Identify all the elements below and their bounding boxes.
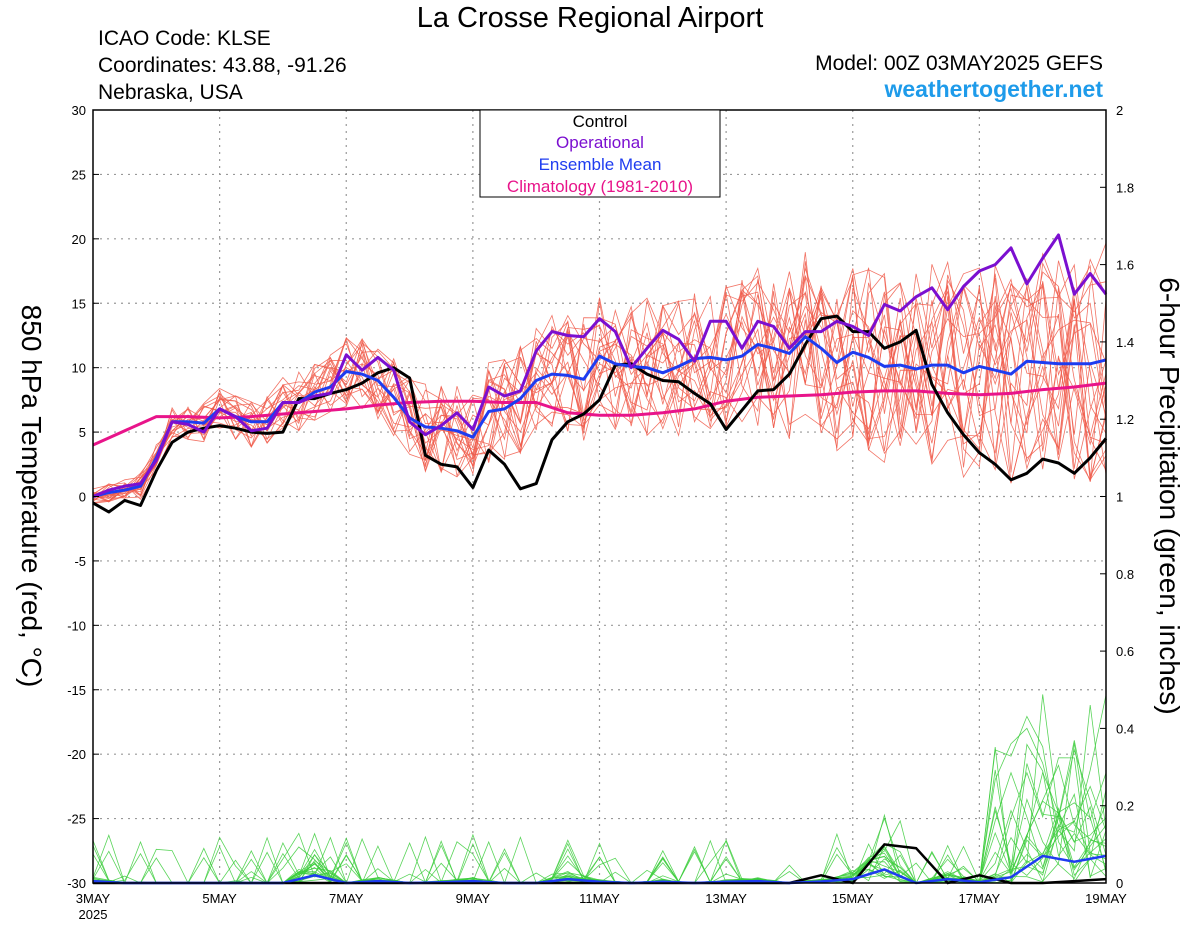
x-year-label: 2025: [79, 907, 108, 922]
temperature-ensemble-mean-line: [92, 335, 1107, 498]
axis-ticks: -30 -25 -20 -15 -10 -5 0 5 10 15 20 25 30 0 0.2 0.4 0.6 0…: [67, 103, 1134, 906]
temperature-member-line: [92, 258, 1107, 496]
x-tick-label: 7MAY: [329, 891, 364, 906]
legend-ensemble-mean: Ensemble Mean: [539, 155, 662, 174]
y2-tick-label: 2: [1116, 103, 1123, 118]
x-tick-label: 11MAY: [579, 891, 620, 906]
x-tick-label: 13MAY: [705, 891, 747, 906]
y2-tick-label: 1.2: [1116, 412, 1134, 427]
y-tick-label: -25: [67, 812, 86, 827]
y-tick-label: 5: [79, 425, 86, 440]
y2-tick-label: 1: [1116, 490, 1123, 505]
legend-operational: Operational: [556, 133, 644, 152]
y2-axis-label: 6-hour Precipitation (green, inches): [1154, 277, 1185, 714]
chart-title: La Crosse Regional Airport: [416, 2, 764, 34]
precipitation-member-line: [92, 694, 1107, 884]
y-tick-label: -10: [67, 618, 86, 633]
y-tick-label: 0: [79, 490, 86, 505]
y-tick-label: 15: [72, 296, 86, 311]
y2-tick-label: 1.4: [1116, 335, 1134, 350]
y-tick-label: 25: [72, 167, 86, 182]
temperature-climatology-line: [92, 381, 1107, 447]
legend-box: [479, 109, 721, 198]
y-tick-label: -5: [74, 554, 86, 569]
legend: Control Operational Ensemble Mean Climat…: [479, 109, 721, 198]
precipitation-member-line: [92, 704, 1107, 884]
coordinates: Coordinates: 43.88, -91.26: [98, 54, 347, 77]
temperature-control-line: [92, 314, 1108, 514]
y-tick-label: -30: [67, 876, 86, 891]
y2-tick-label: 0.4: [1116, 721, 1134, 736]
precipitation-member-line: [92, 694, 1107, 884]
temperature-member-line: [92, 260, 1107, 495]
legend-climatology: Climatology (1981-2010): [507, 177, 693, 196]
icao-code: ICAO Code: KLSE: [98, 27, 271, 50]
location: Nebraska, USA: [98, 81, 243, 104]
y-axis-label: 850 hPa Temperature (red, °C): [16, 305, 47, 688]
x-tick-label: 17MAY: [959, 891, 1001, 906]
temperature-member-line: [92, 271, 1107, 504]
legend-control: Control: [573, 112, 628, 131]
x-tick-label: 9MAY: [456, 891, 491, 906]
precipitation-member-line: [92, 743, 1107, 884]
site-link[interactable]: weathertogether.net: [884, 76, 1103, 102]
y-tick-label: 10: [72, 361, 86, 376]
precipitation-member-line: [92, 789, 1107, 884]
y-tick-label: 30: [72, 103, 86, 118]
temperature-operational-line: [92, 233, 1108, 498]
y-tick-label: -20: [67, 747, 86, 762]
y2-tick-label: 0.6: [1116, 644, 1134, 659]
model-run: Model: 00Z 03MAY2025 GEFS: [815, 52, 1103, 75]
grid: [93, 110, 1106, 883]
y-tick-label: 20: [72, 232, 86, 247]
y-tick-label: -15: [67, 683, 86, 698]
y2-tick-label: 0: [1116, 876, 1123, 891]
y2-tick-label: 1.6: [1116, 258, 1134, 273]
x-tick-label: 19MAY: [1085, 891, 1127, 906]
temperature-member-line: [92, 274, 1107, 500]
ensemble-members: [92, 242, 1107, 884]
y2-tick-label: 1.8: [1116, 180, 1134, 195]
x-tick-label: 3MAY: [76, 891, 111, 906]
precipitation-member-line: [92, 742, 1107, 884]
y2-tick-label: 0.2: [1116, 799, 1134, 814]
x-tick-label: 15MAY: [832, 891, 874, 906]
y2-tick-label: 0.8: [1116, 567, 1134, 582]
x-tick-label: 5MAY: [202, 891, 237, 906]
